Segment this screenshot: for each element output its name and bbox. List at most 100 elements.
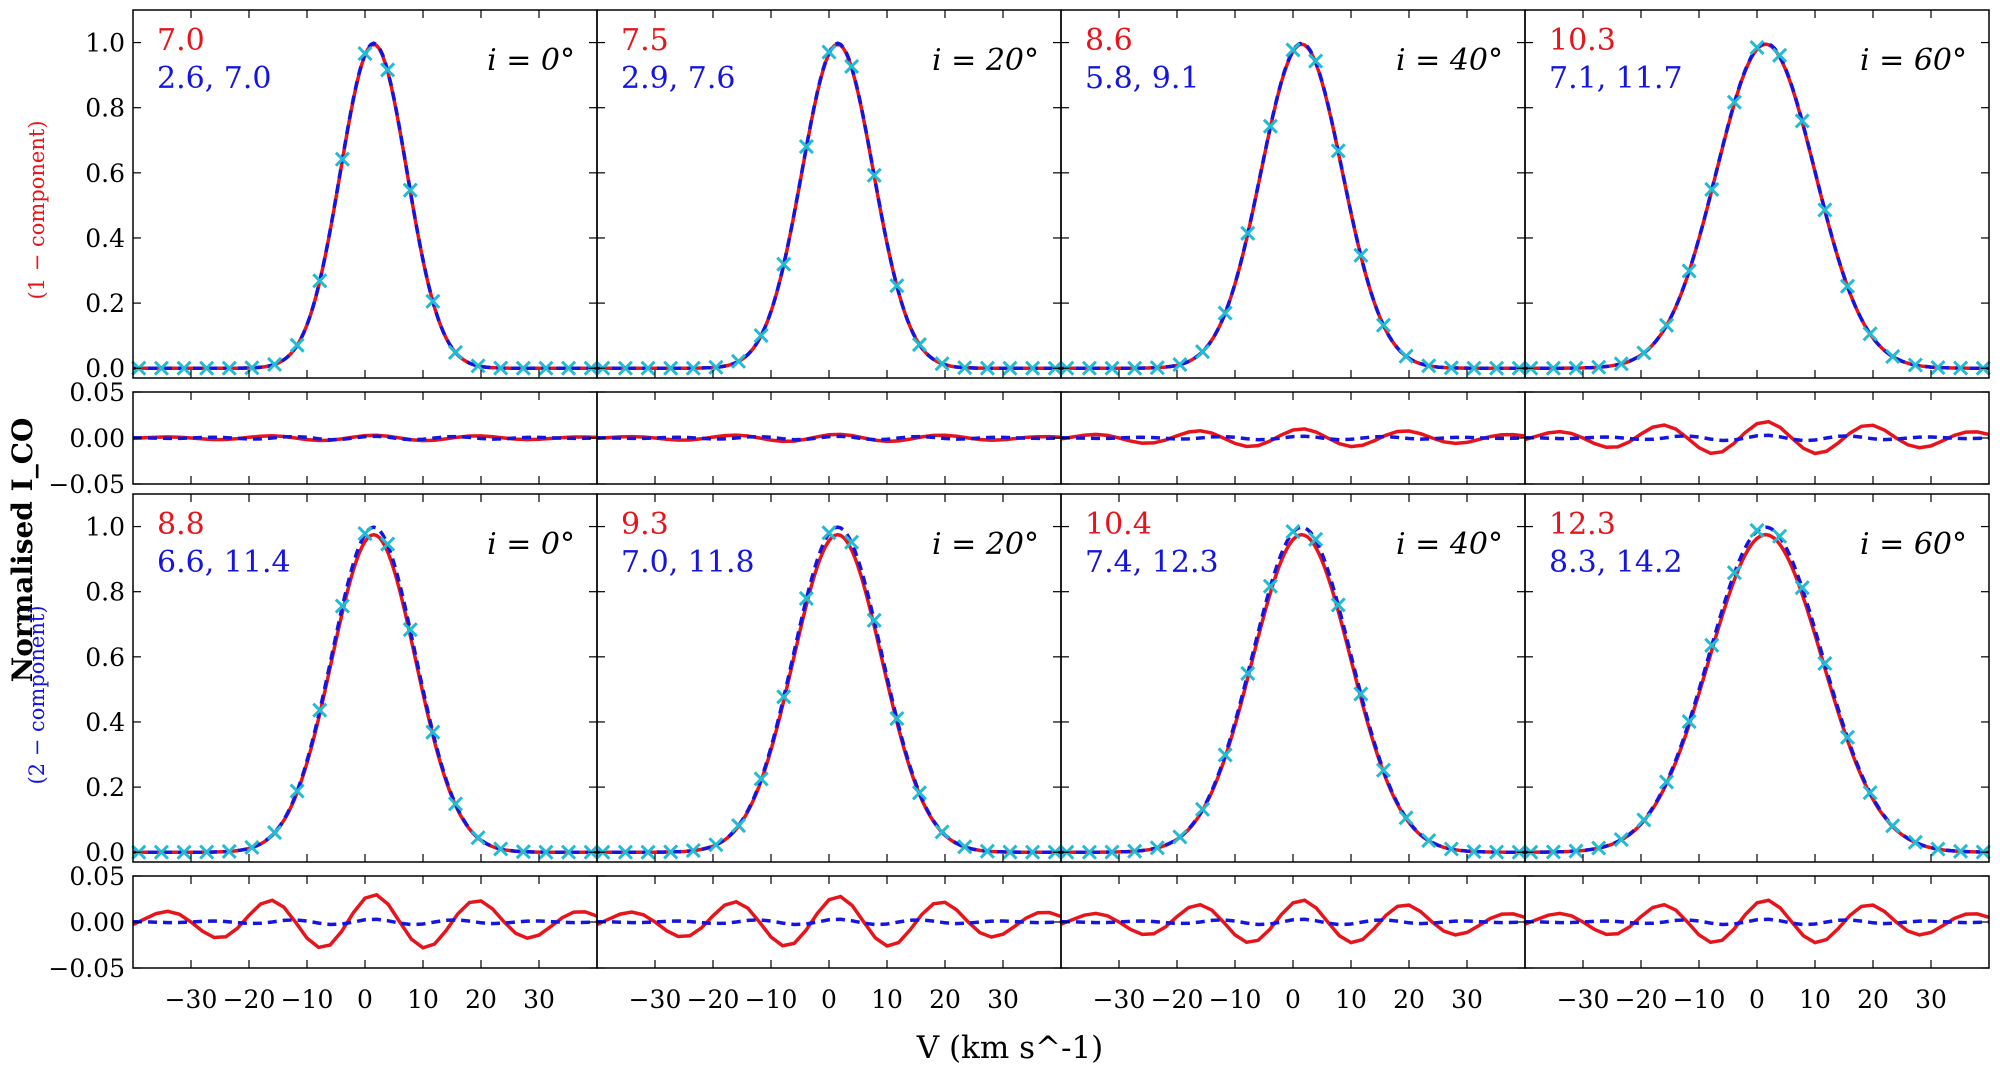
y-tick-label: 0.2 bbox=[85, 289, 125, 318]
inclination-label: i = 60° bbox=[1860, 527, 1967, 562]
data-point-marker bbox=[957, 839, 973, 855]
data-point-marker bbox=[1240, 225, 1256, 241]
data-point-marker bbox=[380, 536, 396, 552]
data-point-marker bbox=[1930, 359, 1946, 376]
data-point-marker bbox=[1658, 317, 1675, 333]
data-point-marker bbox=[1545, 844, 1561, 860]
data-point-marker bbox=[730, 817, 747, 834]
data-point-marker bbox=[821, 44, 837, 60]
data-point-marker bbox=[911, 337, 928, 353]
data-point-marker bbox=[153, 360, 169, 376]
data-point-marker bbox=[1726, 94, 1742, 110]
inclination-label: i = 60° bbox=[1860, 43, 1967, 78]
data-point-marker bbox=[1749, 40, 1765, 56]
data-point-marker bbox=[1127, 360, 1143, 376]
y-tick-label: 0.6 bbox=[85, 159, 125, 188]
inclination-label: i = 40° bbox=[1396, 527, 1503, 562]
data-point-marker bbox=[1398, 348, 1414, 364]
blue-width-label: 6.6, 11.4 bbox=[157, 545, 291, 580]
data-point-marker bbox=[979, 360, 995, 376]
data-point-marker bbox=[640, 360, 656, 376]
data-point-marker bbox=[776, 256, 792, 272]
data-point-marker bbox=[1262, 578, 1278, 594]
blue-fit-line bbox=[133, 525, 597, 854]
data-point-marker bbox=[1862, 785, 1878, 801]
data-point-marker bbox=[1104, 844, 1120, 860]
residual-y-tick-label: 0.00 bbox=[69, 424, 125, 453]
data-point-marker bbox=[470, 830, 486, 846]
x-tick-label: −20 bbox=[1151, 985, 1204, 1014]
data-point-marker bbox=[1308, 531, 1324, 547]
x-tick-label: 0 bbox=[1285, 985, 1301, 1014]
data-point-marker bbox=[1421, 358, 1437, 374]
data-point-marker bbox=[1443, 360, 1459, 376]
data-point-marker bbox=[221, 360, 237, 376]
data-point-marker bbox=[1081, 844, 1097, 860]
x-tick-label: −30 bbox=[1557, 985, 1610, 1014]
data-point-marker bbox=[1794, 580, 1810, 596]
data-point-marker bbox=[221, 843, 237, 859]
red-width-label: 10.4 bbox=[1085, 507, 1152, 542]
data-point-marker bbox=[1636, 345, 1652, 361]
data-point-marker bbox=[617, 360, 633, 376]
data-point-marker bbox=[685, 843, 701, 859]
row-label-two-component: (2 − component) bbox=[25, 605, 49, 784]
residual-y-tick-label: 0.05 bbox=[69, 862, 125, 891]
red-width-label: 8.8 bbox=[157, 507, 205, 542]
data-point-marker bbox=[380, 62, 396, 78]
data-point-marker bbox=[1930, 841, 1946, 857]
data-point-marker bbox=[1217, 305, 1233, 321]
data-point-marker bbox=[1081, 360, 1097, 376]
data-point-marker bbox=[561, 844, 577, 860]
residual-y-tick-label: −0.05 bbox=[48, 470, 125, 499]
red-fit-line bbox=[133, 532, 597, 854]
data-point-marker bbox=[1466, 843, 1482, 860]
red-width-label: 7.5 bbox=[621, 23, 669, 58]
data-point-marker bbox=[640, 844, 656, 860]
row-label-one-component: (1 − component) bbox=[25, 120, 49, 299]
blue-width-label: 7.1, 11.7 bbox=[1549, 61, 1683, 96]
panel-grid: 7.02.6, 7.0 i = 0° 0.0 0.2 0.4 0.6 0.8 1.0 −0.05… bbox=[48, 9, 1991, 1014]
y-tick-label: 0.4 bbox=[85, 708, 125, 737]
data-point-marker bbox=[1375, 762, 1392, 778]
data-point-marker bbox=[730, 353, 747, 369]
red-residual-line bbox=[132, 892, 598, 950]
data-point-marker bbox=[425, 293, 441, 309]
data-point-marker bbox=[1591, 359, 1607, 375]
data-point-marker bbox=[1839, 729, 1856, 745]
data-point-marker bbox=[447, 796, 464, 812]
data-point-marker bbox=[866, 167, 882, 183]
y-axis-label: Normalised I_CO bbox=[6, 418, 39, 683]
data-point-marker bbox=[1772, 528, 1788, 544]
y-axis-label-text: Normalised I_CO bbox=[6, 418, 39, 683]
red-fit-line bbox=[597, 532, 1061, 854]
red-residual-line bbox=[596, 432, 1062, 444]
blue-width-label: 2.6, 7.0 bbox=[157, 61, 272, 96]
data-point-marker bbox=[821, 525, 837, 541]
data-point-marker bbox=[1885, 348, 1901, 365]
inclination-label: i = 20° bbox=[932, 43, 1039, 78]
red-width-label: 10.3 bbox=[1549, 23, 1616, 58]
residual-y-tick-label: 0.05 bbox=[69, 378, 125, 407]
data-point-marker bbox=[911, 785, 928, 801]
data-point-marker bbox=[334, 151, 350, 167]
data-point-marker bbox=[1104, 360, 1120, 376]
data-point-marker bbox=[244, 360, 260, 376]
data-point-marker bbox=[199, 844, 215, 860]
data-point-marker bbox=[289, 337, 305, 353]
data-point-marker bbox=[1681, 263, 1697, 279]
y-tick-label: 0.0 bbox=[85, 354, 125, 383]
data-point-marker bbox=[1194, 801, 1211, 817]
data-point-marker bbox=[1285, 42, 1301, 58]
data-point-marker bbox=[199, 360, 215, 376]
x-tick-label: 30 bbox=[1451, 985, 1483, 1014]
data-point-marker bbox=[776, 689, 792, 705]
x-tick-label: 0 bbox=[357, 985, 373, 1014]
data-point-marker bbox=[1025, 360, 1041, 376]
blue-residual-line bbox=[1524, 917, 1990, 927]
data-point-marker bbox=[312, 702, 328, 718]
panel-r2-c4: 12.38.3, 14.2 i = 60° −30 −20 −10 0 10 20 30 bbox=[1523, 493, 1991, 1014]
data-point-marker bbox=[1353, 686, 1369, 702]
x-tick-label: −20 bbox=[687, 985, 740, 1014]
